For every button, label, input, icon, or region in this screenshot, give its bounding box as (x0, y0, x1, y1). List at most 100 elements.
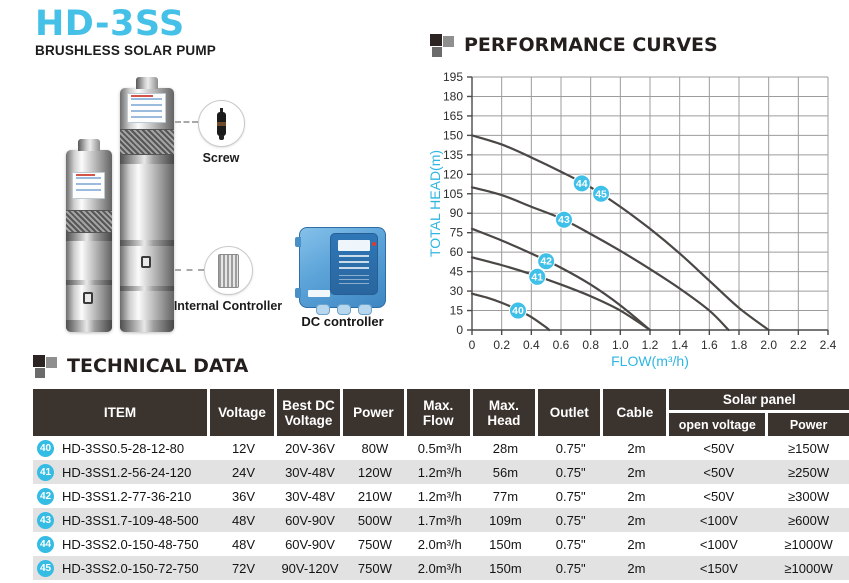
pump-image-tall (120, 77, 174, 332)
curve-43 (470, 186, 730, 332)
section-marker-icon (430, 34, 455, 59)
technical-data-table: ITEM Voltage Best DC Voltage Power Max. … (33, 389, 849, 580)
cell-max-head: 150m (472, 556, 539, 580)
cell-solar-power: ≥600W (768, 508, 849, 532)
svg-text:180: 180 (443, 89, 463, 103)
cell-solar-power: ≥300W (788, 488, 830, 504)
cell-solar-power: ≥1000W (784, 536, 833, 552)
dc-controller-cable-gland (316, 304, 330, 315)
svg-text:0.2: 0.2 (493, 338, 510, 352)
cell-best-dc-voltage: 30V-48V (276, 460, 344, 484)
cell-max-flow: 0.5m³/h (417, 440, 462, 456)
cell-max-head: 28m (492, 440, 519, 456)
internal-controller-callout-circle (204, 246, 253, 295)
cell-cable: 2m (627, 536, 646, 552)
curve-badge-45: 45 (592, 184, 611, 203)
dc-controller-spec-text (339, 275, 369, 287)
y-axis-title: TOTAL HEAD(m) (428, 150, 443, 257)
cell-open-voltage: <100V (669, 508, 769, 532)
item-model-name: HD-3SS1.2-77-36-210 (62, 488, 192, 504)
dc-controller-label: DC controller (301, 314, 384, 329)
svg-text:42: 42 (540, 256, 552, 268)
internal-controller-icon (218, 253, 239, 288)
svg-text:1.8: 1.8 (731, 338, 748, 352)
dc-controller-display (338, 240, 376, 251)
row-number-badge: 42 (37, 487, 54, 505)
product-subtitle: BRUSHLESS SOLAR PUMP (35, 43, 217, 58)
column-header-best-dc-voltage: Best DC Voltage (276, 389, 344, 436)
pump-mesh-band (120, 129, 174, 155)
cell-power: 210W (357, 488, 392, 504)
screw-label: Screw (202, 151, 240, 165)
curve-42 (470, 227, 652, 332)
pump-image-short (66, 139, 112, 332)
cell-outlet: 0.75" (538, 556, 604, 580)
svg-text:2.4: 2.4 (820, 338, 837, 352)
pump-ring (120, 240, 174, 246)
dc-controller-cable-gland (358, 304, 372, 315)
svg-text:15: 15 (450, 304, 464, 318)
technical-section-title: TECHNICAL DATA (67, 355, 249, 377)
pump-label-sticker (127, 93, 166, 123)
row-number-badge: 43 (37, 511, 54, 529)
cell-power: 750W (357, 536, 392, 552)
cell-cable: 2m (603, 508, 670, 532)
y-tick-labels: 0 15 30 45 60 75 90 105 120 135 150 165 180 195 (443, 70, 463, 337)
svg-text:0: 0 (469, 338, 476, 352)
table-row: 41 HD-3SS1.2-56-24-120 24V 30V-48V 120W 1.2m³… (33, 460, 849, 484)
item-model-name: HD-3SS0.5-28-12-80 (62, 440, 185, 456)
table-row: 40 HD-3SS0.5-28-12-80 12V 20V-36V 80W 0.5m³/h… (33, 436, 849, 460)
cell-open-voltage: <100V (699, 536, 738, 552)
performance-section-title: PERFORMANCE CURVES (464, 34, 718, 56)
cell-power: 120W (343, 460, 407, 484)
column-header-max-head: Max. Head (472, 389, 539, 436)
pump-curves (470, 134, 770, 332)
svg-text:40: 40 (512, 305, 524, 317)
pump-logo-mark (83, 292, 93, 304)
section-marker-icon (33, 355, 58, 380)
cell-max-flow: 2.0m³/h (417, 536, 462, 552)
svg-text:2.2: 2.2 (790, 338, 807, 352)
svg-text:30: 30 (450, 284, 464, 298)
cell-cable: 2m (627, 488, 646, 504)
cell-open-voltage: <50V (703, 488, 735, 504)
cell-best-dc-voltage: 60V-90V (276, 508, 344, 532)
dc-controller-image (295, 227, 386, 315)
cell-item: 42 HD-3SS1.2-77-36-210 (33, 484, 210, 508)
svg-text:165: 165 (443, 109, 463, 123)
table-row: 45 HD-3SS2.0-150-72-750 72V 90V-120V 750W 2.0… (33, 556, 849, 580)
item-model-name: HD-3SS1.7-109-48-500 (62, 512, 199, 528)
table-row: 43 HD-3SS1.7-109-48-500 48V 60V-90V 500W 1.7m… (33, 508, 849, 532)
dc-controller-hinge (295, 288, 301, 298)
column-header-max-flow: Max. Flow (406, 389, 473, 436)
svg-text:135: 135 (443, 148, 463, 162)
cell-item: 41 HD-3SS1.2-56-24-120 (33, 460, 211, 484)
column-header-open-voltage: open voltage (669, 413, 769, 436)
pump-mesh-band (66, 210, 112, 233)
svg-text:75: 75 (450, 226, 464, 240)
cell-cable: 2m (603, 556, 670, 580)
svg-text:120: 120 (443, 167, 463, 181)
cell-max-flow: 1.2m³/h (417, 488, 462, 504)
cell-open-voltage: <50V (703, 440, 735, 456)
callout-connector-line (175, 121, 198, 123)
cell-cable: 2m (603, 460, 670, 484)
item-model-name: HD-3SS1.2-56-24-120 (62, 464, 192, 480)
cell-voltage: 12V (231, 440, 256, 456)
svg-text:1.4: 1.4 (671, 338, 688, 352)
cell-outlet: 0.75" (538, 508, 604, 532)
cell-cable: 2m (627, 440, 646, 456)
cell-voltage: 48V (231, 536, 256, 552)
item-model-name: HD-3SS2.0-150-48-750 (62, 536, 199, 552)
svg-text:1.2: 1.2 (642, 338, 659, 352)
table-row: 42 HD-3SS1.2-77-36-210 36V 30V-48V 210W 1.2m³… (33, 484, 849, 508)
svg-text:0: 0 (456, 323, 463, 337)
cell-max-head: 77m (492, 488, 519, 504)
pump-coupler-band (120, 155, 174, 164)
column-header-cable: Cable (603, 389, 670, 436)
svg-text:0.4: 0.4 (523, 338, 540, 352)
svg-text:1.6: 1.6 (701, 338, 718, 352)
pump-ring (120, 286, 174, 291)
cell-item: 43 HD-3SS1.7-109-48-500 (33, 508, 211, 532)
